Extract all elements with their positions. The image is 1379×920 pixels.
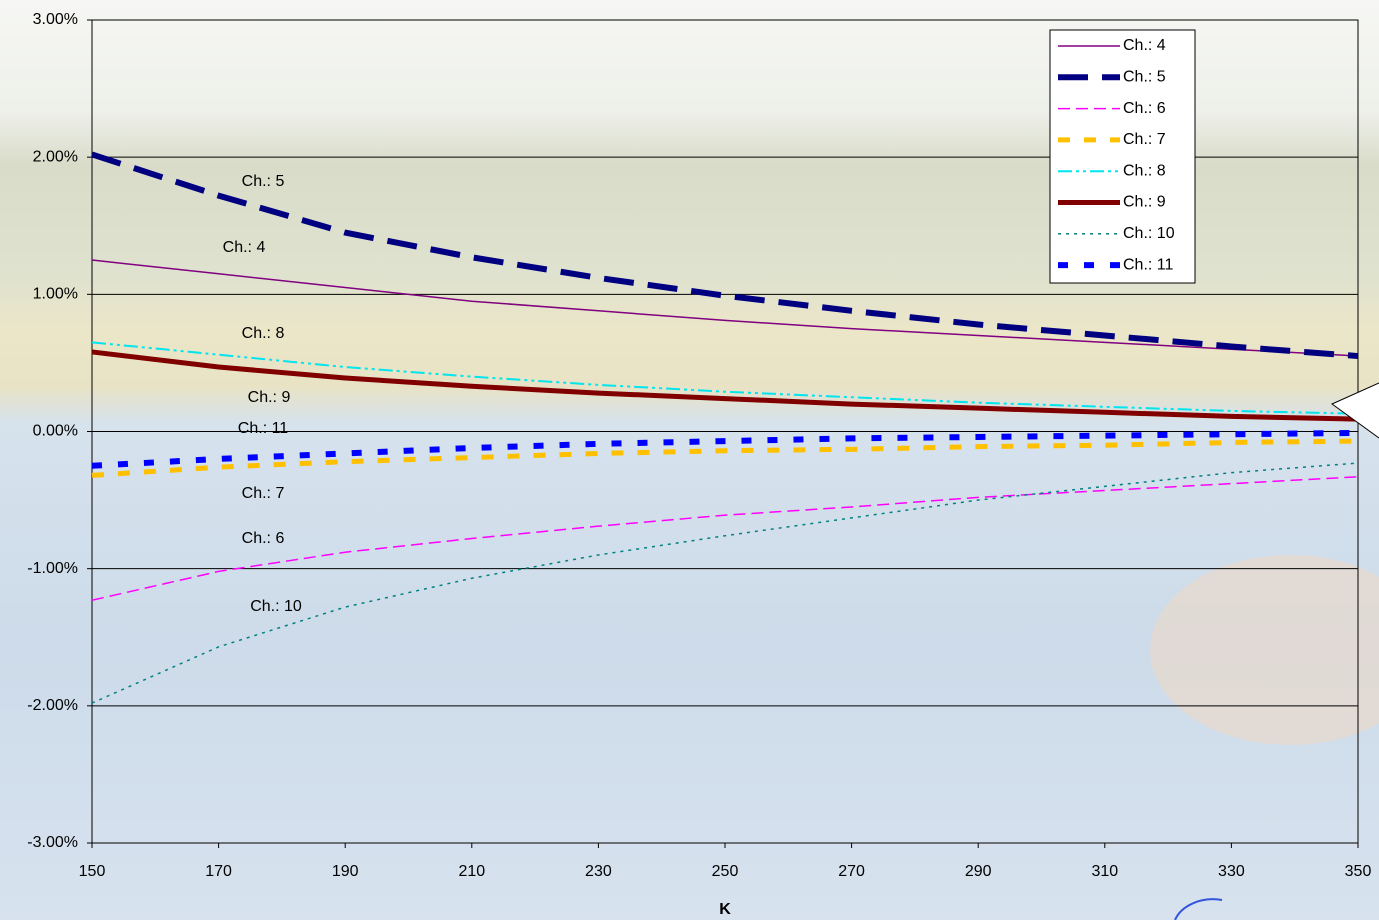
x-tick-label: 330	[1218, 863, 1245, 880]
y-tick-label: 1.00%	[33, 286, 78, 303]
x-tick-label: 290	[965, 863, 992, 880]
annotation: Ch.: 4	[223, 239, 266, 256]
legend-label: Ch.: 6	[1123, 100, 1166, 117]
legend-label: Ch.: 4	[1123, 37, 1166, 54]
y-tick-label: 0.00%	[33, 423, 78, 440]
x-axis-label: K	[719, 901, 731, 918]
x-tick-label: 170	[205, 863, 232, 880]
annotation: Ch.: 5	[242, 173, 285, 190]
x-tick-label: 350	[1345, 863, 1372, 880]
chart: K -3.00% -2.00% -1.00% 0.00% 1.00% 2.00% 3.00%…	[0, 0, 1379, 920]
x-tick-label: 310	[1091, 863, 1118, 880]
x-tick-label: 150	[79, 863, 106, 880]
annotation: Ch.: 8	[242, 325, 285, 342]
legend-label: Ch.: 5	[1123, 69, 1166, 86]
y-tick-label: 2.00%	[33, 148, 78, 165]
y-tick-label: -3.00%	[27, 834, 78, 851]
x-tick-label: 210	[458, 863, 485, 880]
annotation: Ch.: 9	[248, 389, 291, 406]
x-tick-label: 250	[712, 863, 739, 880]
legend-label: Ch.: 11	[1123, 256, 1174, 273]
y-tick-label: -1.00%	[27, 560, 78, 577]
annotation: Ch.: 6	[242, 530, 285, 547]
annotation: Ch.: 7	[242, 485, 285, 502]
annotation: Ch.: 10	[250, 598, 302, 615]
x-tick-label: 190	[332, 863, 359, 880]
legend-label: Ch.: 9	[1123, 194, 1166, 211]
legend-label: Ch.: 10	[1123, 225, 1175, 242]
legend-label: Ch.: 8	[1123, 162, 1166, 179]
annotation: Ch.: 11	[238, 420, 289, 437]
y-tick-label: 3.00%	[33, 11, 78, 28]
x-tick-label: 230	[585, 863, 612, 880]
legend-label: Ch.: 7	[1123, 131, 1166, 148]
x-tick-label: 270	[838, 863, 865, 880]
y-tick-label: -2.00%	[27, 697, 78, 714]
